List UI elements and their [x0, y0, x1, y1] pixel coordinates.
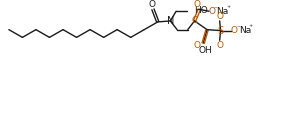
Text: O: O: [194, 41, 201, 50]
Text: O: O: [149, 0, 156, 9]
Text: HO: HO: [194, 6, 208, 15]
Text: ⁺: ⁺: [226, 4, 230, 13]
Text: O: O: [231, 26, 238, 35]
Text: N: N: [167, 16, 174, 26]
Text: ⁻: ⁻: [214, 4, 218, 13]
Text: Na: Na: [239, 26, 251, 35]
Text: O: O: [216, 12, 223, 21]
Text: ⁻: ⁻: [236, 23, 240, 32]
Text: O: O: [216, 41, 223, 50]
Text: Na: Na: [217, 7, 229, 16]
Text: ⁺: ⁺: [249, 23, 253, 32]
Text: C: C: [191, 16, 198, 25]
Text: OH: OH: [198, 46, 212, 55]
Text: S: S: [217, 26, 224, 36]
Text: O: O: [208, 7, 215, 16]
Text: O: O: [194, 0, 201, 9]
